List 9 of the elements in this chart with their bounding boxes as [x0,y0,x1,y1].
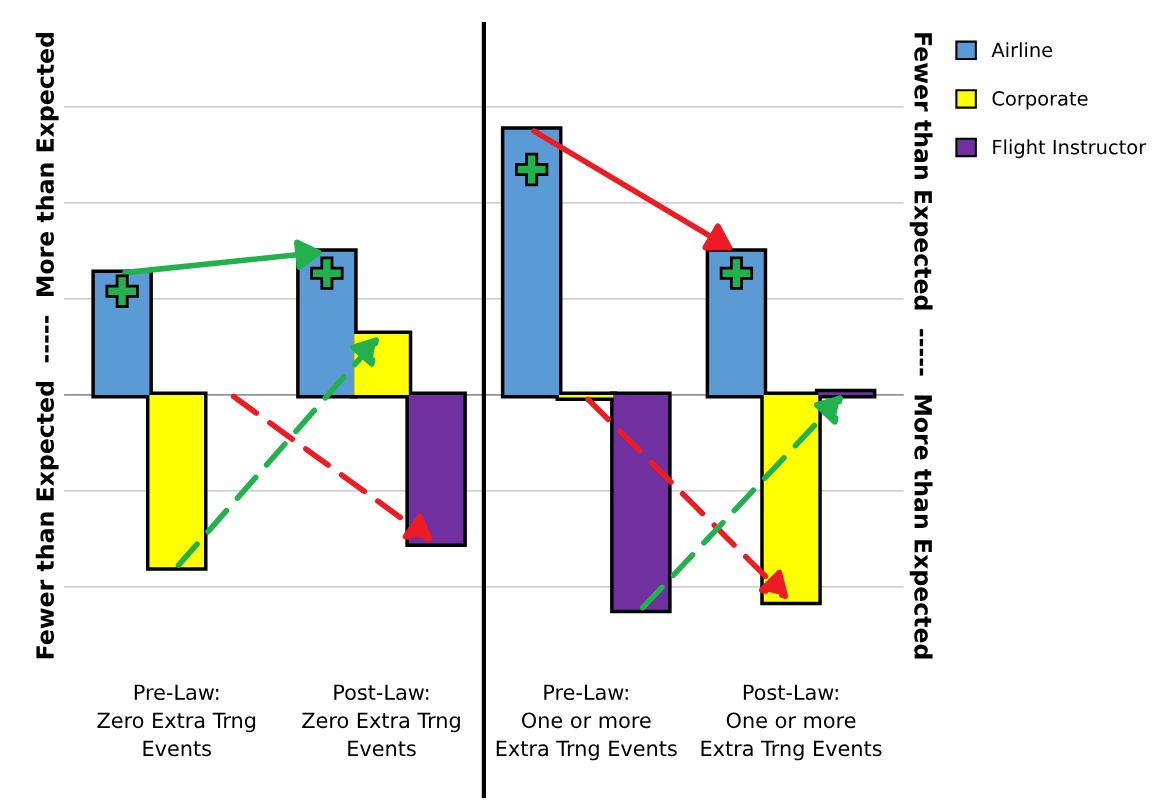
y2-axis-title: Fewer than Expected ----- More than Expected [909,33,933,659]
legend-label: Flight Instructor [993,139,1147,159]
x-tick-label: Post-Law: Zero Extra Trng Events [302,684,460,757]
y-axis-title: Fewer than Expected ----- More than Expected [35,32,59,659]
x-tick-label: Pre-Law: Zero Extra Trng Events [97,684,256,757]
x-tick-label: Post-Law: One or more Extra Trng Events [701,684,882,761]
legend-label: Corporate [992,91,1088,110]
legend-label: Airline [991,42,1053,58]
x-tick-label: Pre-Law: One or more Extra Trng Events [496,684,677,761]
